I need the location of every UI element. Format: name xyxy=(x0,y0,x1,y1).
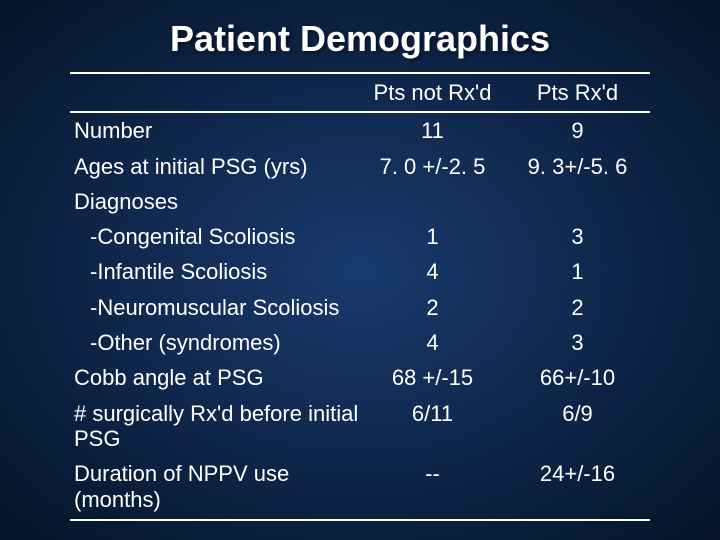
table-row: Cobb angle at PSG 68 +/-15 66+/-10 xyxy=(70,360,650,395)
slide-container: Patient Demographics Pts not Rx'd Pts Rx… xyxy=(0,0,720,540)
table-row: Ages at initial PSG (yrs) 7. 0 +/-2. 5 9… xyxy=(70,149,650,184)
row-val2: 9. 3+/-5. 6 xyxy=(505,154,650,179)
row-val2: 3 xyxy=(505,224,650,249)
row-label: -Neuromuscular Scoliosis xyxy=(70,295,360,320)
table-row: # surgically Rx'd before initial PSG 6/1… xyxy=(70,396,650,457)
row-label: Duration of NPPV use (months) xyxy=(70,461,360,512)
table-row: Diagnoses xyxy=(70,184,650,219)
table-row: -Other (syndromes) 4 3 xyxy=(70,325,650,360)
row-val1: 6/11 xyxy=(360,401,505,452)
row-label: # surgically Rx'd before initial PSG xyxy=(70,401,360,452)
row-val2: 1 xyxy=(505,259,650,284)
row-label: Diagnoses xyxy=(70,189,360,214)
row-val1: 7. 0 +/-2. 5 xyxy=(360,154,505,179)
row-val2: 6/9 xyxy=(505,401,650,452)
table-row: Number 11 9 xyxy=(70,113,650,148)
row-label: -Infantile Scoliosis xyxy=(70,259,360,284)
row-val1 xyxy=(360,189,505,214)
row-val2: 9 xyxy=(505,118,650,143)
table-row: -Infantile Scoliosis 4 1 xyxy=(70,254,650,289)
row-val1: 2 xyxy=(360,295,505,320)
table-row: -Congenital Scoliosis 1 3 xyxy=(70,219,650,254)
row-val1: -- xyxy=(360,461,505,512)
table-body: Pts not Rx'd Pts Rx'd Number 11 9 Ages a… xyxy=(70,74,650,517)
row-label: -Congenital Scoliosis xyxy=(70,224,360,249)
header-col2: Pts Rx'd xyxy=(505,80,650,105)
row-label: -Other (syndromes) xyxy=(70,330,360,355)
row-val1: 4 xyxy=(360,330,505,355)
row-val1: 68 +/-15 xyxy=(360,365,505,390)
table-row: -Neuromuscular Scoliosis 2 2 xyxy=(70,290,650,325)
row-val2 xyxy=(505,189,650,214)
row-label: Number xyxy=(70,118,360,143)
header-blank xyxy=(70,80,360,105)
row-val1: 1 xyxy=(360,224,505,249)
row-val2: 24+/-16 xyxy=(505,461,650,512)
row-val1: 4 xyxy=(360,259,505,284)
demographics-table: Pts not Rx'd Pts Rx'd Number 11 9 Ages a… xyxy=(70,72,650,521)
row-val2: 66+/-10 xyxy=(505,365,650,390)
table-header-row: Pts not Rx'd Pts Rx'd xyxy=(70,74,650,113)
page-title: Patient Demographics xyxy=(70,18,650,60)
row-label: Cobb angle at PSG xyxy=(70,365,360,390)
row-val1: 11 xyxy=(360,118,505,143)
row-val2: 2 xyxy=(505,295,650,320)
header-col1: Pts not Rx'd xyxy=(360,80,505,105)
table-row: Duration of NPPV use (months) -- 24+/-16 xyxy=(70,456,650,517)
row-label: Ages at initial PSG (yrs) xyxy=(70,154,360,179)
row-val2: 3 xyxy=(505,330,650,355)
